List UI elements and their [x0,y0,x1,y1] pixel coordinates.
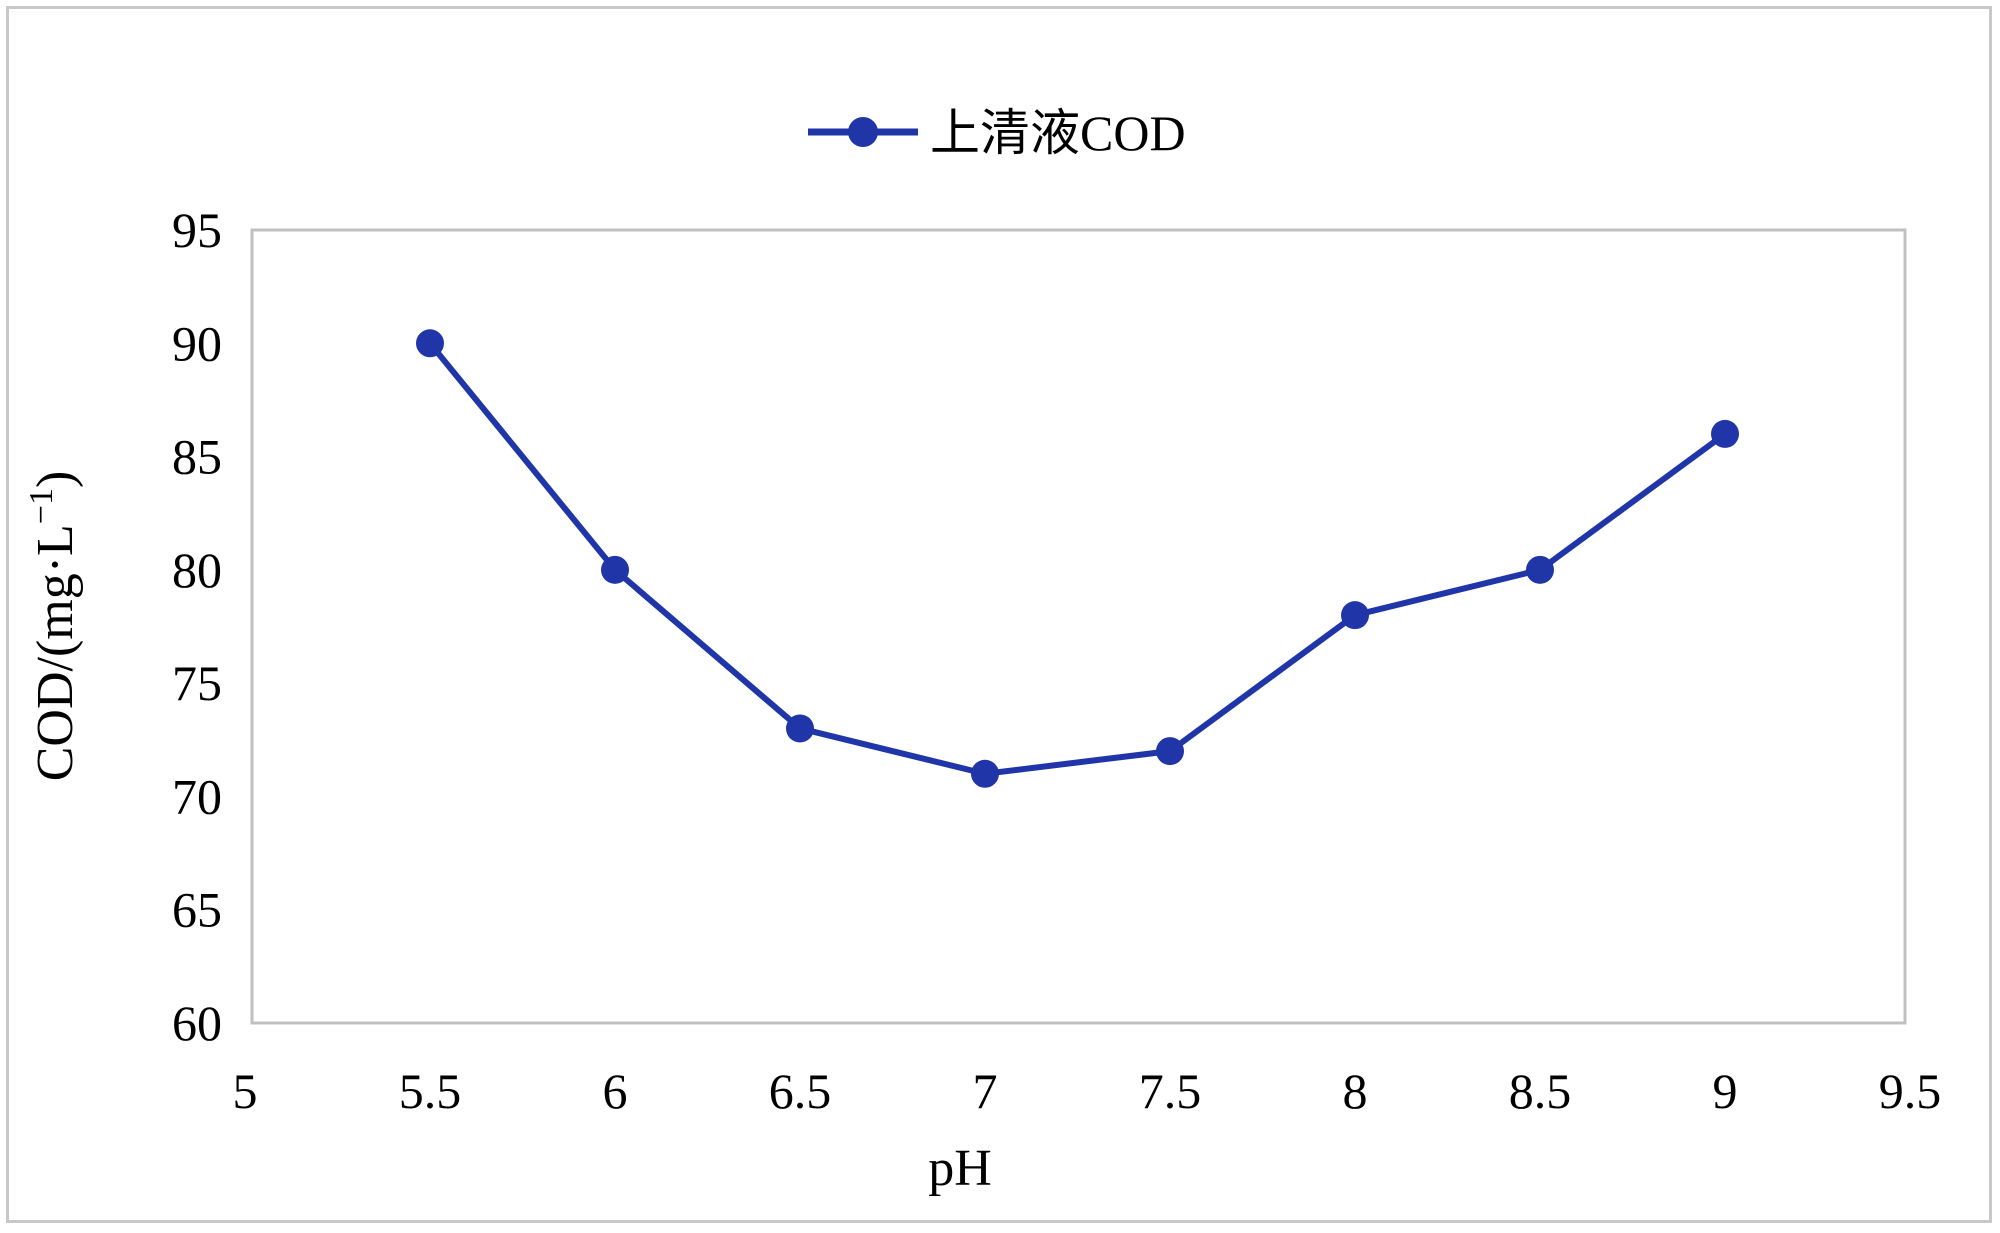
y-tick-label: 70 [172,768,222,824]
data-point [1526,555,1554,584]
y-tick-label: 75 [172,655,222,711]
x-tick-label: 5 [233,1063,258,1119]
x-axis-tick-labels: 5 5.5 6 6.5 7 7.5 8 8.5 9 9.5 [233,1063,1942,1119]
y-tick-label: 85 [172,429,222,485]
y-axis-title-superscript: −1 [23,488,60,524]
y-tick-label: 90 [172,315,222,371]
data-point [1341,601,1369,630]
x-tick-label: 6.5 [769,1063,832,1119]
plot-area [250,228,1907,1025]
x-tick-label: 6 [603,1063,628,1119]
x-tick-label: 8 [1343,1063,1368,1119]
series-group [416,329,1739,788]
x-tick-label: 7 [973,1063,998,1119]
y-tick-label: 95 [172,202,222,258]
data-point [971,759,999,788]
data-point [1711,419,1739,448]
legend-marker-swatch [848,117,878,147]
x-axis-title: pH [928,1140,992,1197]
data-point [1156,737,1184,766]
y-tick-label: 80 [172,542,222,598]
legend-label: 上清液COD [930,105,1186,161]
data-point [786,714,814,743]
y-axis-title-close: ) [27,471,84,488]
x-tick-label: 9.5 [1879,1063,1942,1119]
data-point [416,329,444,358]
y-axis-title-main: COD/(mg·L [27,524,84,781]
legend: 上清液COD [808,105,1186,161]
y-tick-label: 60 [172,995,222,1051]
x-tick-label: 8.5 [1509,1063,1572,1119]
x-tick-label: 5.5 [399,1063,462,1119]
x-tick-label: 9 [1713,1063,1738,1119]
series-line [427,341,1727,777]
data-point [601,555,629,584]
y-axis-tick-labels: 60 65 70 75 80 85 90 95 [172,202,222,1051]
x-tick-label: 7.5 [1139,1063,1202,1119]
y-tick-label: 65 [172,882,222,938]
chart-frame [6,6,1992,1223]
y-axis-title: COD/(mg·L−1) [23,471,84,782]
